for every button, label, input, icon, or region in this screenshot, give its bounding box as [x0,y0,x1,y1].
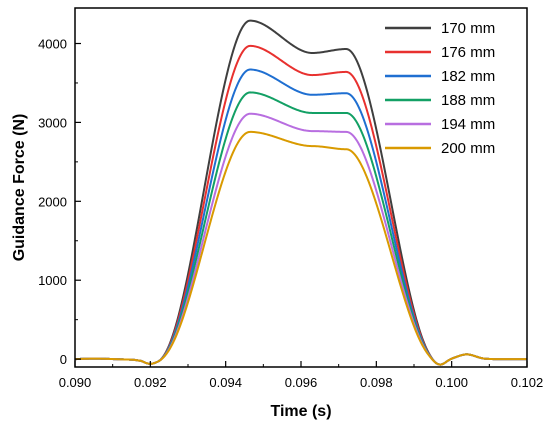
x-tick-label: 0.102 [511,375,544,390]
x-ticks: 0.090 0.092 0.094 0.096 0.098 0.100 0.102 [59,361,544,390]
legend-label: 176 mm [441,44,495,61]
y-axis-title: Guidance Force (N) [11,114,28,262]
legend-label: 188 mm [441,92,495,109]
legend-label: 200 mm [441,140,495,157]
x-tick-label: 0.098 [360,375,393,390]
y-tick-label: 4000 [38,37,67,52]
x-tick-label: 0.094 [209,375,242,390]
x-tick-label: 0.100 [435,375,468,390]
y-tick-label: 2000 [38,194,67,209]
y-ticks: 0 1000 2000 3000 4000 [38,37,81,367]
x-axis-title: Time (s) [270,403,331,420]
legend: 170 mm 176 mm 182 mm 188 mm 194 mm 200 mm [385,20,495,157]
legend-label: 170 mm [441,20,495,37]
x-tick-label: 0.090 [59,375,92,390]
series-line [74,130,528,366]
x-tick-label: 0.092 [134,375,167,390]
series-line [74,68,528,366]
plot-frame [74,7,528,368]
y-tick-label: 0 [60,352,67,367]
legend-label: 182 mm [441,68,495,85]
series-line [74,91,528,366]
y-tick-label: 3000 [38,115,67,130]
y-tick-label: 1000 [38,273,67,288]
legend-label: 194 mm [441,116,495,133]
x-tick-label: 0.096 [285,375,318,390]
